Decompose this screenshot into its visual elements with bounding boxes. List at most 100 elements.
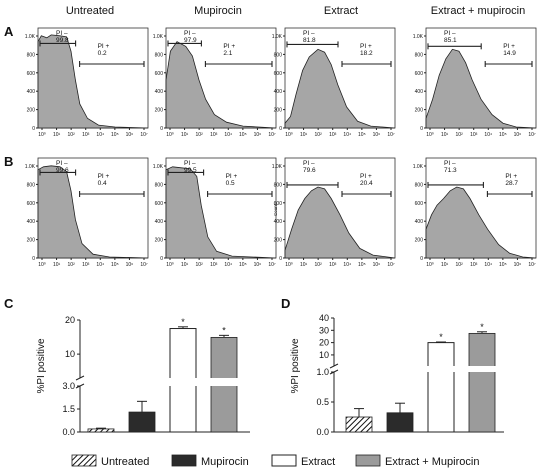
histogram-y-tick-label: 200	[274, 108, 283, 114]
histogram-x-tick-label: 10⁴	[96, 262, 104, 268]
pi-negative-label: PI –	[444, 160, 456, 167]
column-header-untreated: Untreated	[66, 5, 114, 17]
pi-positive-label: PI +	[223, 43, 235, 50]
histogram-panel-b4: 0 200 400 600 800 1.0K 10⁰ 10¹ 10² 10³ 10⁴ 10⁵ 10⁶ 10…	[413, 157, 537, 268]
pi-negative-value: 81.8	[303, 37, 316, 44]
histogram-x-tick-label: 10⁰	[166, 132, 174, 138]
histogram-x-tick-label: 10⁵	[111, 132, 119, 138]
pi-positive-label: PI +	[360, 173, 372, 180]
histogram-y-tick-label: 600	[155, 71, 164, 77]
histogram-y-tick-label: 400	[27, 219, 36, 225]
pi-negative-label: PI –	[444, 30, 456, 37]
histogram-y-tick-label: 800	[274, 182, 283, 188]
histogram-y-tick-label: 0	[420, 126, 423, 132]
histogram-x-tick-label: 10⁴	[343, 132, 351, 138]
histogram-panel-a4: 0 200 400 600 800 1.0K 10⁰ 10¹ 10² 10³ 10⁴ 10⁵ 10⁶ 10…	[413, 27, 537, 138]
histogram-y-tick-label: 400	[27, 89, 36, 95]
histogram-y-tick-label: 1.0K	[25, 34, 36, 40]
histogram-y-tick-label: 800	[155, 52, 164, 58]
histogram-x-tick-label: 10¹	[441, 132, 449, 138]
y-tick-label: 30	[319, 325, 329, 335]
histogram-y-tick-label: 800	[27, 52, 36, 58]
pi-negative-label: PI –	[56, 30, 68, 37]
histogram-x-tick-label: 10³	[470, 262, 478, 268]
histogram-x-tick-label: 10³	[329, 132, 337, 138]
significance-marker: *	[439, 332, 443, 342]
histogram-y-tick-label: 600	[415, 71, 424, 77]
histogram-x-tick-label: 10⁴	[96, 132, 104, 138]
histogram-panel-a1: 0 200 400 600 800 1.0K 10⁰ 10¹ 10² 10³ 10⁴ 10⁵ 10⁶ 10…	[25, 27, 149, 138]
histogram-x-tick-label: 10⁷	[140, 132, 148, 138]
histogram-y-tick-label: 0	[160, 256, 163, 262]
histogram-x-tick-label: 10⁷	[268, 262, 276, 268]
bar-extract-mupirocin	[468, 332, 496, 433]
pi-negative-value: 99.8	[56, 37, 69, 44]
histogram-x-tick-label: 10⁰	[38, 262, 46, 268]
pi-negative-value: 99.5	[184, 167, 197, 174]
histogram-x-tick-label: 10⁰	[426, 132, 434, 138]
histogram-y-tick-label: 1.0K	[153, 34, 164, 40]
histogram-x-tick-label: 10⁶	[126, 262, 134, 268]
histogram-y-tick-label: 800	[415, 52, 424, 58]
histogram-x-tick-label: 10⁵	[239, 132, 247, 138]
histogram-x-tick-label: 10⁰	[426, 262, 434, 268]
histogram-y-tick-label: 600	[415, 201, 424, 207]
histogram-y-tick-label: 400	[155, 219, 164, 225]
axis-break-mark	[329, 363, 339, 369]
histogram-x-tick-label: 10³	[82, 262, 90, 268]
histogram-y-tick-label: 0	[420, 256, 423, 262]
bar-untreated	[345, 416, 373, 433]
histogram-x-tick-label: 10²	[196, 132, 204, 138]
flow-cytometry-panels: 0 200 400 600 800 1.0K 10⁰ 10¹ 10² 10³ 10⁴ 10⁵ 10⁶ 10…	[25, 27, 537, 268]
pi-positive-value: 0.5	[226, 180, 235, 187]
histogram-x-tick-label: 10⁷	[140, 262, 148, 268]
histogram-x-tick-label: 10⁷	[528, 132, 536, 138]
pi-positive-value: 18.2	[360, 50, 373, 57]
histogram-y-tick-label: 200	[27, 108, 36, 114]
y-tick-label: 0.0	[316, 427, 329, 437]
histogram-y-tick-label: 600	[155, 201, 164, 207]
y-tick-label: 1.5	[62, 404, 75, 414]
bar-break-gap	[210, 378, 238, 386]
histogram-x-tick-label: 10⁴	[484, 132, 492, 138]
histogram-y-tick-label: 600	[27, 71, 36, 77]
bar-break-gap	[169, 378, 197, 386]
histogram-y-tick-label: 0	[279, 256, 282, 262]
histogram-x-tick-label: 10⁵	[499, 132, 507, 138]
legend: Untreated Mupirocin Extract Extract + Mu…	[71, 454, 479, 468]
pi-negative-label: PI –	[303, 160, 315, 167]
histogram-y-tick-label: 400	[274, 89, 283, 95]
histogram-y-tick-label: 600	[274, 201, 283, 207]
histogram-curve	[165, 41, 277, 129]
y-tick-label: 0.0	[62, 427, 75, 437]
bar-break-gap	[468, 366, 496, 372]
panel-d-ylabel: %PI positive	[290, 338, 301, 393]
histogram-x-tick-label: 10¹	[441, 262, 449, 268]
histogram-x-tick-label: 10⁵	[239, 262, 247, 268]
histogram-x-tick-label: 10⁵	[499, 262, 507, 268]
histogram-x-tick-label: 10¹	[53, 132, 61, 138]
row-label-b: B	[4, 154, 13, 169]
y-tick-label: 3.0	[62, 381, 75, 391]
histogram-x-tick-label: 10⁰	[285, 132, 293, 138]
column-header-extract: Extract	[324, 5, 358, 17]
y-tick-label: 10	[65, 349, 75, 359]
histogram-x-tick-label: 10²	[456, 132, 464, 138]
histogram-x-tick-label: 10⁷	[387, 132, 395, 138]
y-tick-label: 20	[65, 315, 75, 325]
histogram-x-tick-label: 10¹	[53, 262, 61, 268]
bar-extract	[427, 342, 455, 433]
significance-marker: *	[181, 317, 185, 327]
panel-label-c: C	[4, 296, 14, 311]
histogram-x-tick-label: 10⁵	[358, 132, 366, 138]
panel-c-ylabel: %PI positive	[36, 338, 47, 393]
pi-negative-value: 71.3	[444, 167, 457, 174]
histogram-x-tick-label: 10⁴	[484, 262, 492, 268]
histogram-x-tick-label: 10⁵	[358, 262, 366, 268]
legend-label-untreated: Untreated	[101, 456, 149, 468]
histogram-y-tick-label: 800	[415, 182, 424, 188]
histogram-panel-a2: 0 200 400 600 800 1.0K 10⁰ 10¹ 10² 10³ 10⁴ 10⁵ 10⁶ 10…	[153, 27, 277, 138]
pi-positive-value: 28.7	[505, 180, 518, 187]
histogram-y-tick-label: 600	[274, 71, 283, 77]
histogram-x-tick-label: 10²	[315, 262, 323, 268]
